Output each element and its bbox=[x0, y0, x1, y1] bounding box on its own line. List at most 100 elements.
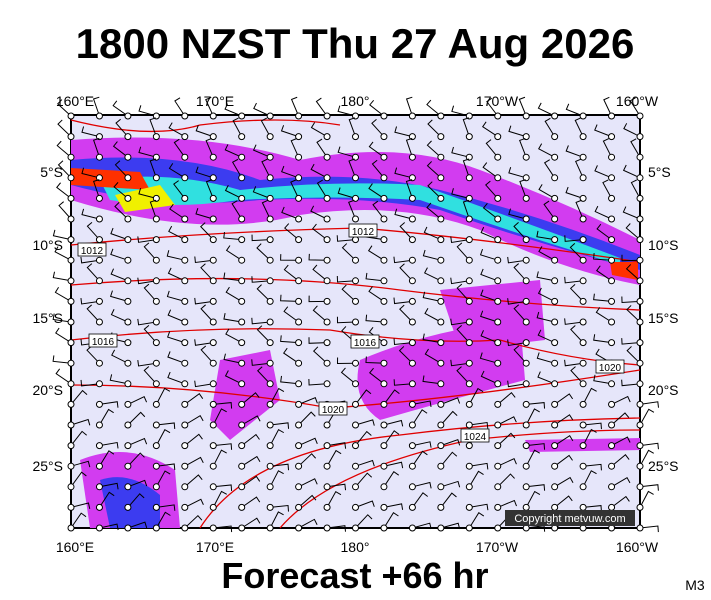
station bbox=[608, 256, 616, 264]
wind-barb bbox=[554, 435, 574, 447]
wind-barb bbox=[205, 179, 214, 199]
station bbox=[437, 462, 445, 470]
station bbox=[152, 215, 160, 223]
station bbox=[152, 133, 160, 141]
station bbox=[380, 380, 388, 388]
station bbox=[238, 483, 246, 491]
station bbox=[266, 318, 274, 326]
station bbox=[295, 277, 303, 285]
forecast-label: Forecast +66 hr bbox=[221, 555, 488, 596]
wind-barb bbox=[341, 243, 356, 261]
wind-barb bbox=[341, 284, 356, 302]
wind-barb bbox=[336, 235, 356, 242]
station bbox=[551, 442, 559, 450]
station bbox=[579, 174, 587, 182]
station bbox=[437, 524, 445, 532]
wind-barb bbox=[156, 463, 176, 470]
wind-barb bbox=[111, 349, 129, 364]
wind-barb bbox=[52, 313, 72, 323]
station bbox=[494, 421, 502, 429]
wind-barb bbox=[411, 409, 428, 426]
wind-barb bbox=[355, 514, 373, 529]
wind-barb bbox=[81, 208, 100, 220]
wind-barb bbox=[241, 392, 260, 405]
station bbox=[579, 503, 587, 511]
wind-barb bbox=[393, 379, 413, 386]
wind-barb bbox=[310, 205, 328, 220]
station bbox=[437, 215, 445, 223]
wind-barb bbox=[575, 158, 584, 179]
station bbox=[152, 153, 160, 161]
station bbox=[408, 297, 416, 305]
station bbox=[551, 462, 559, 470]
wind-barb bbox=[336, 357, 356, 364]
station bbox=[522, 297, 530, 305]
station bbox=[636, 359, 644, 367]
station bbox=[95, 318, 103, 326]
station bbox=[95, 503, 103, 511]
wind-barb bbox=[497, 473, 515, 488]
station bbox=[437, 174, 445, 182]
station bbox=[95, 524, 103, 532]
station bbox=[323, 277, 331, 285]
station bbox=[209, 236, 217, 244]
wind-barb bbox=[399, 222, 413, 240]
wind-barb bbox=[257, 366, 271, 385]
station bbox=[408, 194, 416, 202]
station bbox=[636, 236, 644, 244]
station bbox=[579, 421, 587, 429]
station bbox=[636, 112, 644, 120]
wind-barb bbox=[168, 225, 186, 241]
station bbox=[352, 503, 359, 511]
wind-barb bbox=[582, 470, 597, 488]
station bbox=[494, 236, 502, 244]
station bbox=[323, 174, 331, 182]
station bbox=[465, 236, 473, 244]
wind-barb bbox=[508, 125, 527, 138]
station bbox=[465, 503, 473, 511]
wind-barb bbox=[70, 389, 88, 405]
station bbox=[124, 194, 132, 202]
wind-barb bbox=[564, 276, 584, 284]
wind-barb bbox=[213, 525, 233, 533]
wind-barb bbox=[127, 437, 148, 447]
wind-barb bbox=[167, 371, 185, 385]
wind-barb bbox=[451, 188, 470, 199]
longitude-label: 180° bbox=[341, 93, 370, 109]
wind-barb bbox=[149, 117, 157, 137]
station bbox=[551, 153, 559, 161]
wind-barb bbox=[223, 272, 242, 282]
wind-barb bbox=[451, 105, 470, 117]
wind-barb bbox=[543, 159, 556, 179]
station bbox=[95, 236, 103, 244]
station bbox=[238, 380, 246, 388]
wind-barb bbox=[86, 304, 100, 323]
latitude-label: 15°S bbox=[648, 310, 679, 326]
station bbox=[522, 133, 530, 141]
station bbox=[636, 462, 644, 470]
wind-barb bbox=[369, 99, 385, 117]
station bbox=[95, 194, 103, 202]
wind-barb bbox=[538, 143, 555, 158]
station bbox=[124, 462, 132, 470]
wind-barb bbox=[252, 186, 271, 199]
wind-barb bbox=[138, 187, 157, 199]
station bbox=[209, 359, 217, 367]
station bbox=[124, 483, 132, 491]
station bbox=[408, 524, 416, 532]
station bbox=[636, 318, 644, 326]
station bbox=[95, 400, 103, 408]
wind-barb bbox=[127, 411, 146, 426]
wind-barb bbox=[269, 470, 284, 488]
station bbox=[323, 421, 331, 429]
wind-barb bbox=[537, 329, 555, 344]
station bbox=[437, 318, 445, 326]
wind-barb bbox=[194, 339, 214, 346]
wind-barb bbox=[166, 290, 185, 302]
station bbox=[152, 318, 160, 326]
wind-barb bbox=[554, 476, 574, 488]
wind-barb bbox=[411, 492, 429, 508]
station bbox=[152, 297, 160, 305]
station bbox=[636, 133, 644, 141]
wind-barb bbox=[513, 345, 527, 364]
